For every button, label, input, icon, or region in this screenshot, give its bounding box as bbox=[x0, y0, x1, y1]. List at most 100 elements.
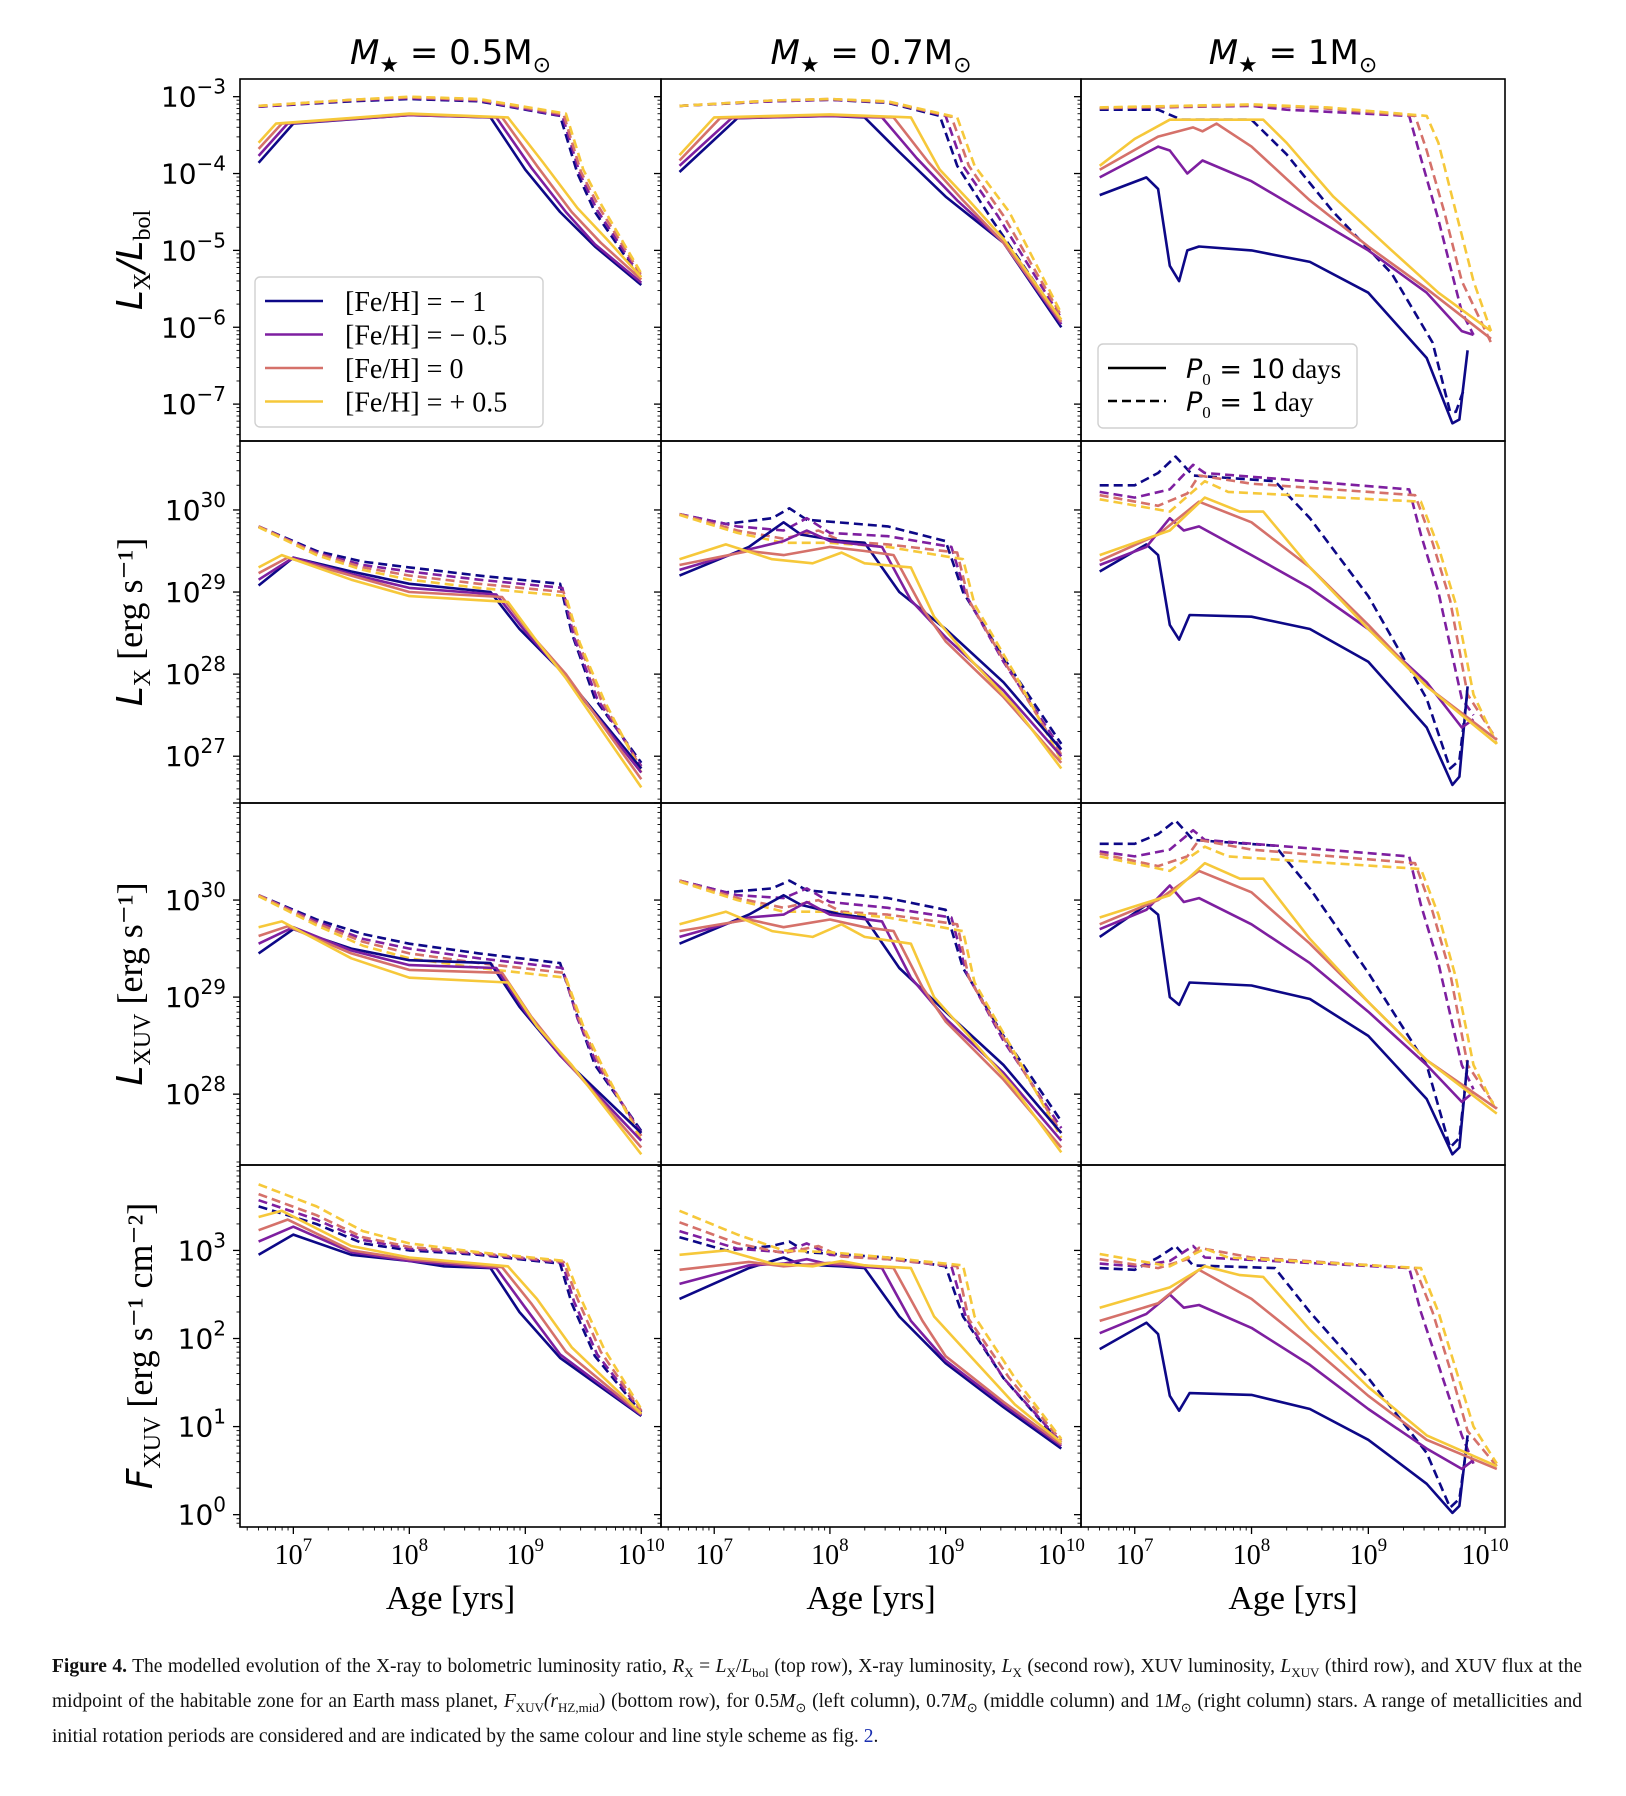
panel-r4-c3 bbox=[1074, 1164, 1506, 1534]
panel-frame bbox=[660, 1164, 1082, 1528]
title-star-subscript: ★ bbox=[379, 53, 399, 78]
panel-r2-c3 bbox=[1074, 440, 1506, 804]
tick-base: 10 bbox=[178, 1234, 214, 1267]
p0-unit: days bbox=[1285, 354, 1341, 384]
panel-frame bbox=[239, 802, 662, 1166]
line-dashed-feh-0.5 bbox=[679, 1209, 1063, 1440]
line-solid-feh--1 bbox=[678, 1256, 1063, 1450]
panel-frame bbox=[1080, 802, 1506, 1166]
panel-frame bbox=[660, 802, 1082, 1166]
line-dashed-feh--0.5 bbox=[1099, 104, 1475, 336]
line-solid-feh-0.5 bbox=[678, 113, 1063, 321]
line-dashed-feh--1 bbox=[1099, 108, 1466, 414]
ylabel-unit: [erg s⁻¹] bbox=[110, 538, 150, 669]
y-tick-label: 100 bbox=[178, 1493, 226, 1532]
y-axis-label: LX/Lbol bbox=[110, 210, 156, 311]
tick-exponent: 27 bbox=[201, 734, 226, 758]
line-dashed-feh--0.5 bbox=[258, 525, 643, 767]
series-group bbox=[1098, 819, 1498, 1156]
line-dashed-feh--1 bbox=[258, 97, 643, 281]
figure-grid: M★ = 0.5M⊙ M★ = 0.7M⊙ M★ = 1M⊙ 10−310−410−… bbox=[110, 33, 1509, 1617]
tick-exponent: 8 bbox=[419, 1535, 429, 1556]
line-dashed-feh-0 bbox=[1099, 838, 1498, 1110]
line-dashed-feh--1 bbox=[1099, 819, 1469, 1149]
line-dashed-feh--0.5 bbox=[258, 894, 643, 1134]
y-tick-label: 1030 bbox=[165, 488, 226, 527]
x-tick-label: 1010 bbox=[1038, 1535, 1085, 1571]
panel-r3-c1 bbox=[233, 802, 662, 1166]
legend-entry-label: [Fe/H] = − 0.5 bbox=[345, 321, 507, 352]
panel-frame bbox=[1080, 1164, 1506, 1528]
x-tick-label: 1010 bbox=[1462, 1535, 1509, 1571]
tick-base: 10 bbox=[165, 494, 201, 527]
tick-base: 10 bbox=[165, 1078, 201, 1111]
ylabel-subscript: XUV bbox=[140, 1416, 166, 1469]
tick-base: 10 bbox=[927, 1540, 955, 1571]
p0-symbol: P bbox=[1186, 387, 1203, 418]
line-solid-feh-0.5 bbox=[1099, 861, 1498, 1115]
title-mass-symbol: M bbox=[350, 33, 379, 73]
series-group bbox=[257, 95, 643, 287]
line-solid-feh-0.5 bbox=[258, 1209, 643, 1415]
line-solid-feh-0.5 bbox=[258, 920, 643, 1156]
line-dashed-feh-0 bbox=[258, 525, 643, 770]
panel-r2-c2 bbox=[654, 440, 1082, 804]
caption-label: Figure 4. bbox=[52, 1656, 127, 1677]
line-dashed-feh-0 bbox=[679, 97, 1063, 317]
line-solid-feh-0.5 bbox=[679, 543, 1063, 770]
series-group bbox=[1099, 1244, 1498, 1515]
line-solid-feh-0 bbox=[1099, 500, 1498, 741]
line-dashed-feh--0.5 bbox=[679, 879, 1063, 1129]
line-dashed-feh-0.5 bbox=[258, 895, 643, 1142]
series-group bbox=[257, 525, 643, 789]
tick-base: 10 bbox=[165, 981, 201, 1014]
y-tick-label: 101 bbox=[178, 1405, 226, 1444]
tick-exponent: 28 bbox=[201, 1072, 226, 1096]
line-solid-feh-0 bbox=[679, 918, 1063, 1149]
panel-r3-c3 bbox=[1074, 802, 1506, 1166]
line-solid-feh-0.5 bbox=[679, 1249, 1063, 1444]
tick-base: 10 bbox=[165, 576, 201, 609]
line-solid-feh-0 bbox=[679, 545, 1063, 764]
y-tick-label: 1029 bbox=[165, 570, 226, 609]
line-dashed-feh-0 bbox=[679, 879, 1063, 1134]
column-title: M★ = 0.7M⊙ bbox=[770, 33, 971, 78]
figure-2-link[interactable]: 2 bbox=[863, 1725, 874, 1747]
y-axis-label: LX [erg s⁻¹] bbox=[110, 538, 156, 707]
legend-entry-label: [Fe/H] = − 1 bbox=[345, 287, 486, 318]
line-dashed-feh-0 bbox=[1099, 103, 1493, 344]
tick-base: 10 bbox=[695, 1540, 723, 1571]
series-group bbox=[257, 894, 643, 1156]
y-tick-label: 10−7 bbox=[161, 382, 226, 421]
p0-unit: day bbox=[1268, 387, 1314, 417]
tick-base: 10 bbox=[1116, 1540, 1144, 1571]
ylabel-subscript: bol bbox=[130, 210, 156, 241]
x-tick-label: 108 bbox=[811, 1535, 849, 1571]
line-solid-feh--1 bbox=[257, 113, 643, 287]
y-tick-label: 1029 bbox=[165, 975, 226, 1014]
line-dashed-feh-0.5 bbox=[258, 95, 643, 275]
line-dashed-feh-0.5 bbox=[258, 1183, 643, 1410]
line-dashed-feh--1 bbox=[679, 879, 1063, 1123]
line-solid-feh-0 bbox=[1099, 869, 1498, 1110]
tick-exponent: 10 bbox=[1490, 1535, 1509, 1556]
line-dashed-feh-0.5 bbox=[1099, 1247, 1498, 1465]
p0-symbol: P bbox=[1186, 354, 1203, 385]
p0-subscript: 0 bbox=[1202, 403, 1211, 422]
panel-r2-c1 bbox=[233, 440, 662, 804]
line-solid-feh--1 bbox=[679, 521, 1063, 751]
title-mass-value: = 0.5M bbox=[399, 33, 533, 73]
line-dashed-feh--0.5 bbox=[679, 98, 1063, 319]
line-solid-feh-0.5 bbox=[1099, 1265, 1498, 1468]
tick-exponent: 9 bbox=[535, 1535, 545, 1556]
y-tick-label: 1027 bbox=[165, 734, 226, 773]
line-solid-feh--0.5 bbox=[678, 114, 1063, 325]
ylabel-symbol: L bbox=[110, 290, 151, 310]
tick-base: 10 bbox=[618, 1540, 646, 1571]
x-axis-label: Age [yrs] bbox=[1228, 1580, 1357, 1617]
y-axis-label: LXUV [erg s⁻¹] bbox=[110, 882, 156, 1085]
title-star-subscript: ★ bbox=[800, 53, 820, 78]
tick-exponent: 30 bbox=[201, 878, 226, 902]
line-dashed-feh-0.5 bbox=[1099, 479, 1498, 745]
line-solid-feh--1 bbox=[678, 114, 1063, 329]
